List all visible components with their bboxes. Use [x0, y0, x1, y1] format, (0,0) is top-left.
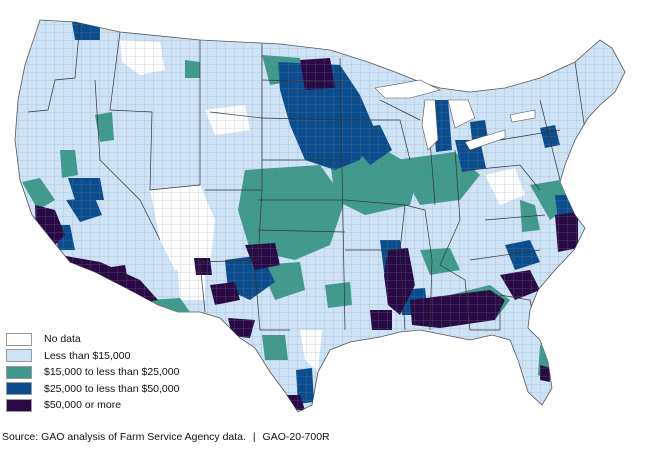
legend-label: $50,000 or more [44, 399, 122, 412]
source-text: Source: GAO analysis of Farm Service Age… [2, 431, 246, 443]
legend-swatch-less-than-15000 [6, 349, 32, 363]
legend-label: Less than $15,000 [44, 349, 131, 362]
legend-label: No data [44, 333, 81, 345]
lake-erie [464, 129, 506, 151]
legend-item-no-data: No data [6, 331, 206, 347]
legend-swatch-15000-to-25000 [6, 365, 32, 379]
state-boundaries [27, 21, 586, 331]
legend-swatch-50000-or-more [6, 398, 32, 412]
legend-label: $15,000 to less than $25,000 [44, 366, 180, 379]
legend-item-50000-or-more: $50,000 or more [6, 397, 206, 413]
great-lakes [374, 79, 536, 151]
legend-swatch-25000-to-50000 [6, 382, 32, 396]
legend: No data Less than $15,000 $15,000 to les… [6, 331, 206, 414]
source-note: Source: GAO analysis of Farm Service Age… [2, 431, 330, 443]
legend-swatch-no-data [6, 332, 32, 346]
lake-superior [374, 79, 441, 99]
legend-label: $25,000 to less than $50,000 [44, 382, 180, 395]
source-separator: | [252, 431, 256, 443]
county-fill-layer [14, 19, 626, 413]
report-id: GAO-20-700R [262, 431, 330, 443]
lake-michigan [421, 99, 439, 151]
legend-item-25000-to-50000: $25,000 to less than $50,000 [6, 381, 206, 397]
legend-item-less-than-15000: Less than $15,000 [6, 348, 206, 364]
lake-ontario [509, 109, 536, 123]
legend-item-15000-to-25000: $15,000 to less than $25,000 [6, 364, 206, 380]
lake-huron [447, 99, 476, 129]
us-county-map [14, 19, 626, 413]
